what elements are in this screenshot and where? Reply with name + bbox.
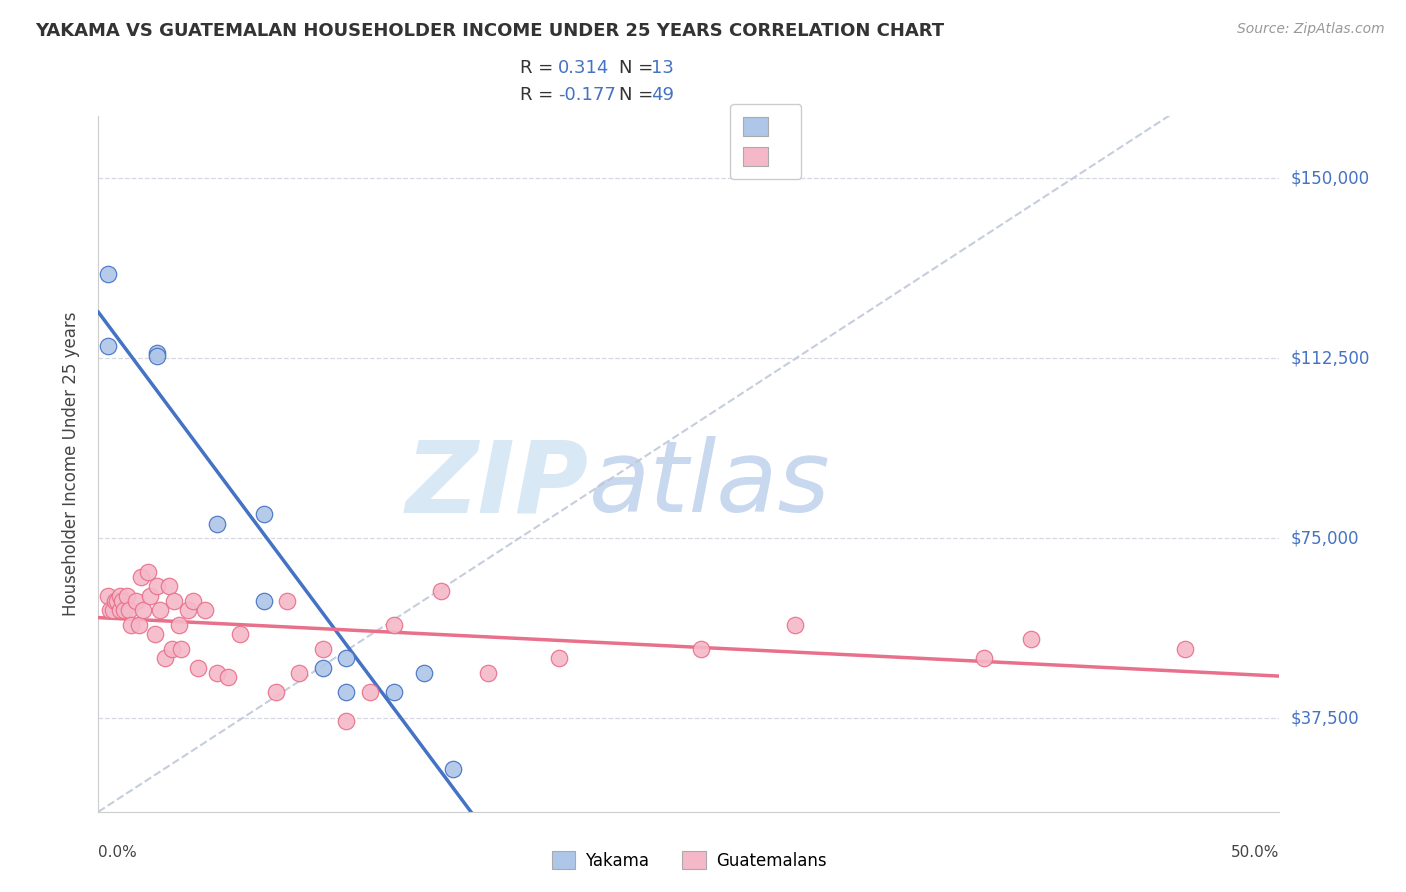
Point xyxy=(160,641,183,656)
Point xyxy=(785,617,807,632)
Text: ZIP: ZIP xyxy=(405,436,589,533)
Point xyxy=(253,593,276,607)
Point xyxy=(108,589,131,603)
Text: 49: 49 xyxy=(651,87,673,104)
Point xyxy=(101,603,124,617)
Point xyxy=(143,627,166,641)
Point xyxy=(146,346,169,360)
Point xyxy=(1021,632,1043,646)
Text: R =: R = xyxy=(520,59,560,77)
Point xyxy=(146,349,169,363)
Point xyxy=(477,665,499,680)
Point xyxy=(689,641,711,656)
Point xyxy=(97,339,120,353)
Text: R =: R = xyxy=(520,87,560,104)
Point xyxy=(163,593,186,607)
Point xyxy=(229,627,252,641)
Point xyxy=(288,665,311,680)
Point xyxy=(430,584,453,599)
Text: $150,000: $150,000 xyxy=(1291,169,1369,187)
Point xyxy=(205,516,228,531)
Text: 0.314: 0.314 xyxy=(558,59,610,77)
Point xyxy=(335,651,357,665)
Text: atlas: atlas xyxy=(589,436,830,533)
Point xyxy=(441,762,464,776)
Point xyxy=(97,589,120,603)
Text: Source: ZipAtlas.com: Source: ZipAtlas.com xyxy=(1237,22,1385,37)
Point xyxy=(382,617,405,632)
Point xyxy=(125,593,148,607)
Text: N =: N = xyxy=(619,87,658,104)
Point xyxy=(108,603,131,617)
Point xyxy=(118,603,141,617)
Point xyxy=(1174,641,1197,656)
Point xyxy=(217,670,239,684)
Point xyxy=(105,593,128,607)
Point xyxy=(121,617,143,632)
Point xyxy=(187,661,209,675)
Point xyxy=(264,685,287,699)
Point xyxy=(312,641,335,656)
Point xyxy=(167,617,190,632)
Point xyxy=(205,665,228,680)
Point xyxy=(359,685,381,699)
Text: $75,000: $75,000 xyxy=(1291,529,1360,547)
Text: 13: 13 xyxy=(651,59,673,77)
Point xyxy=(128,617,150,632)
Point xyxy=(973,651,995,665)
Text: N =: N = xyxy=(619,59,658,77)
Point xyxy=(146,579,169,593)
Point xyxy=(181,593,204,607)
Point xyxy=(132,603,155,617)
Point xyxy=(112,603,135,617)
Legend: Yakama, Guatemalans: Yakama, Guatemalans xyxy=(546,845,832,877)
Text: 0.0%: 0.0% xyxy=(98,846,138,860)
Point xyxy=(104,593,127,607)
Text: -0.177: -0.177 xyxy=(558,87,616,104)
Point xyxy=(382,685,405,699)
Point xyxy=(335,685,357,699)
Point xyxy=(548,651,571,665)
Point xyxy=(157,579,180,593)
Point xyxy=(177,603,200,617)
Point xyxy=(312,661,335,675)
Point xyxy=(129,569,152,583)
Point xyxy=(98,603,121,617)
Y-axis label: Householder Income Under 25 years: Householder Income Under 25 years xyxy=(62,311,80,616)
Point xyxy=(276,593,298,607)
Point xyxy=(335,714,357,728)
Point xyxy=(115,589,138,603)
Text: YAKAMA VS GUATEMALAN HOUSEHOLDER INCOME UNDER 25 YEARS CORRELATION CHART: YAKAMA VS GUATEMALAN HOUSEHOLDER INCOME … xyxy=(35,22,945,40)
Point xyxy=(413,665,436,680)
Point xyxy=(97,268,120,282)
Text: 50.0%: 50.0% xyxy=(1232,846,1279,860)
Text: $37,500: $37,500 xyxy=(1291,709,1360,727)
Point xyxy=(253,507,276,521)
Point xyxy=(111,593,134,607)
Point xyxy=(153,651,176,665)
Point xyxy=(170,641,193,656)
Point xyxy=(194,603,217,617)
Point xyxy=(149,603,172,617)
Point xyxy=(139,589,162,603)
Point xyxy=(136,565,159,579)
Text: $112,500: $112,500 xyxy=(1291,350,1369,368)
